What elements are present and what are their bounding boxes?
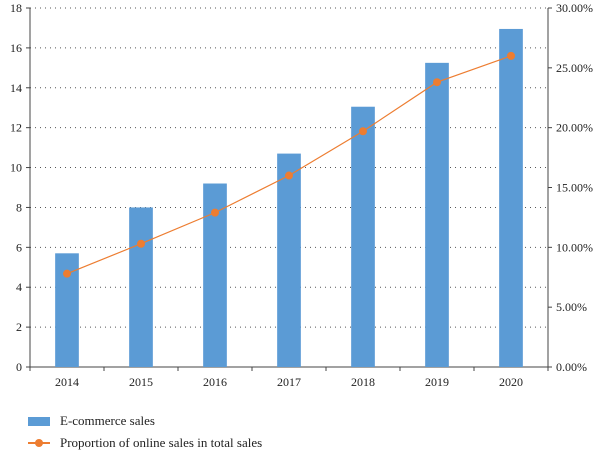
x-tick-label: 2020 [499,375,523,389]
y-left-tick-label: 12 [10,121,22,135]
y-right-tick-label: 15.00% [556,181,593,195]
y-left-tick-label: 10 [10,161,22,175]
line-point [285,171,293,180]
line-point [433,78,441,87]
legend-line-swatch [28,438,50,448]
x-tick-label: 2019 [425,375,449,389]
x-tick-label: 2014 [55,375,79,389]
y-left-tick-label: 16 [10,41,22,55]
y-left-tick-label: 2 [16,320,22,334]
line-point [137,239,145,248]
x-tick-label: 2016 [203,375,227,389]
bar [425,62,449,367]
y-left-tick-label: 0 [16,360,22,374]
y-right-tick-label: 10.00% [556,240,593,254]
legend-bar-swatch [28,416,50,426]
y-left-tick-label: 18 [10,1,22,15]
line-point [507,51,515,60]
y-right-tick-label: 25.00% [556,61,593,75]
legend-line: Proportion of online sales in total sale… [28,435,262,451]
y-left-tick-label: 8 [16,200,22,214]
y-left-tick-label: 4 [16,280,22,294]
line-point [63,269,71,278]
bar [129,207,153,367]
bar [203,183,227,367]
x-tick-label: 2018 [351,375,375,389]
bar [499,28,523,368]
x-tick-label: 2015 [129,375,153,389]
bar [55,253,79,367]
bar [277,153,301,367]
x-tick-label: 2017 [277,375,301,389]
legend-line-label: Proportion of online sales in total sale… [60,435,263,450]
y-right-tick-label: 5.00% [556,300,587,314]
y-left-tick-label: 14 [10,81,22,95]
y-right-tick-label: 20.00% [556,121,593,135]
legend-bar-label: E-commerce sales [60,413,155,428]
bar [351,106,375,367]
y-right-tick-label: 0.00% [556,360,587,374]
y-right-tick-label: 30.00% [556,1,593,15]
legend-bar: E-commerce sales [28,413,155,429]
line-point [211,208,219,217]
line-point [359,127,367,136]
y-left-tick-label: 6 [16,240,22,254]
